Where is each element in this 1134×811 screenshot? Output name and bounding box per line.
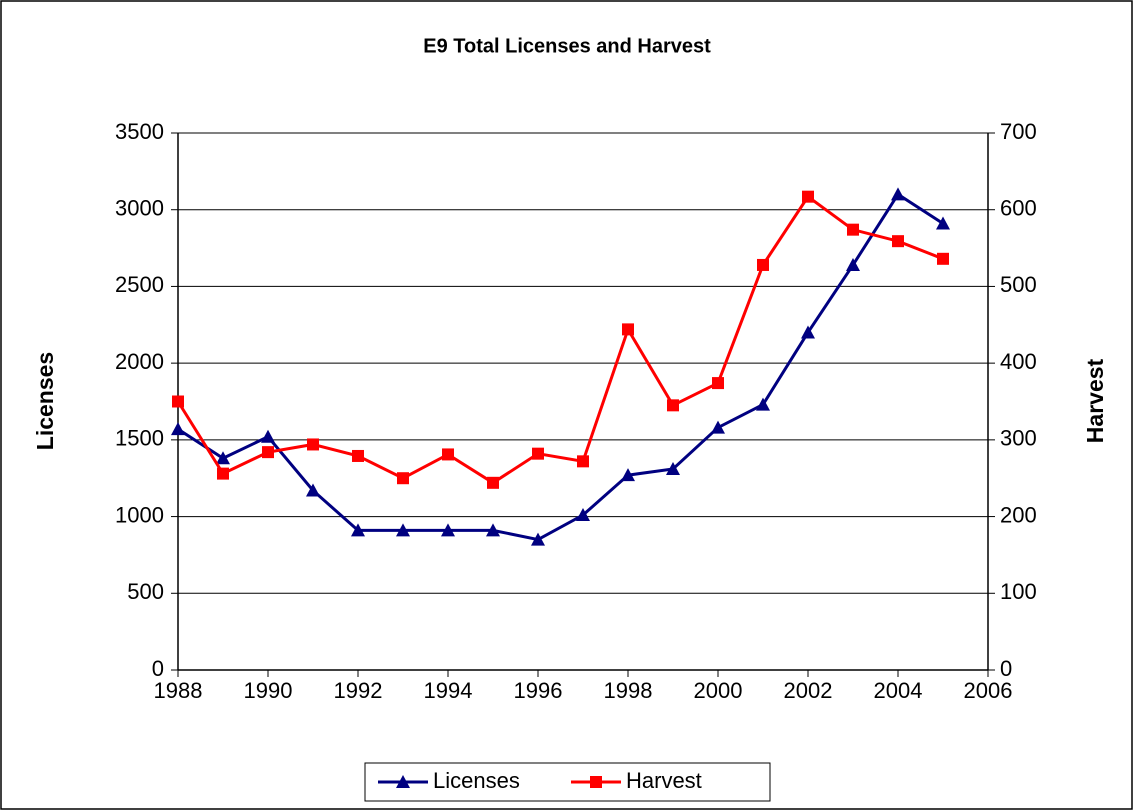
marker	[351, 523, 365, 537]
marker	[802, 190, 814, 203]
marker	[666, 462, 680, 476]
y-tick-label: 1500	[115, 426, 164, 451]
chart-title: E9 Total Licenses and Harvest	[423, 35, 711, 57]
marker	[846, 257, 860, 271]
x-tick-label: 1992	[334, 678, 383, 703]
marker	[442, 448, 454, 461]
marker	[441, 523, 455, 537]
y2-tick-label: 700	[1000, 119, 1037, 144]
y2-tick-label: 100	[1000, 579, 1037, 604]
marker	[892, 235, 904, 248]
marker	[712, 377, 724, 390]
x-tick-label: 2004	[874, 678, 923, 703]
marker	[936, 216, 950, 230]
y-tick-label: 500	[127, 579, 164, 604]
marker	[711, 420, 725, 434]
x-tick-label: 1988	[154, 678, 203, 703]
y-tick-label: 1000	[115, 502, 164, 527]
y2-tick-label: 400	[1000, 349, 1037, 374]
marker	[937, 252, 949, 265]
x-tick-label: 1994	[424, 678, 473, 703]
x-tick-label: 2000	[694, 678, 743, 703]
marker	[396, 523, 410, 537]
marker	[216, 451, 230, 465]
x-tick-label: 1996	[514, 678, 563, 703]
marker	[756, 397, 770, 411]
marker	[577, 455, 589, 468]
x-tick-label: 1998	[604, 678, 653, 703]
marker	[352, 449, 364, 462]
x-tick-label: 2006	[964, 678, 1013, 703]
marker	[667, 399, 679, 412]
y-tick-label: 0	[152, 656, 164, 681]
y2-tick-label: 600	[1000, 196, 1037, 221]
marker	[262, 446, 274, 459]
legend	[364, 762, 771, 802]
y2-tick-label: 300	[1000, 426, 1037, 451]
y2-tick-label: 0	[1000, 656, 1012, 681]
marker	[172, 395, 184, 408]
marker	[306, 483, 320, 497]
marker	[532, 447, 544, 460]
y2-tick-label: 200	[1000, 502, 1037, 527]
y2-tick-label: 500	[1000, 272, 1037, 297]
marker	[891, 187, 905, 201]
y-tick-label: 2500	[115, 272, 164, 297]
marker	[622, 323, 634, 336]
legend-label: Harvest	[626, 768, 702, 793]
x-tick-label: 2002	[784, 678, 833, 703]
marker	[590, 776, 602, 788]
marker	[531, 532, 545, 546]
marker	[621, 468, 635, 482]
marker	[487, 476, 499, 489]
marker	[576, 508, 590, 522]
y-tick-label: 2000	[115, 349, 164, 374]
marker	[171, 422, 185, 436]
marker	[397, 472, 409, 485]
legend-label: Licenses	[433, 768, 520, 793]
y-tick-label: 3000	[115, 196, 164, 221]
series-line	[177, 192, 944, 542]
series-line	[176, 194, 944, 485]
marker	[396, 775, 410, 788]
y-tick-label: 3500	[115, 119, 164, 144]
marker	[801, 325, 815, 339]
marker	[847, 223, 859, 236]
marker	[307, 438, 319, 451]
x-tick-label: 1990	[244, 678, 293, 703]
y2-axis-label: Harvest	[1082, 358, 1108, 443]
y-axis-label: Licenses	[32, 352, 58, 450]
marker	[217, 467, 229, 480]
marker	[261, 429, 275, 443]
marker	[757, 258, 769, 271]
marker	[486, 523, 500, 537]
